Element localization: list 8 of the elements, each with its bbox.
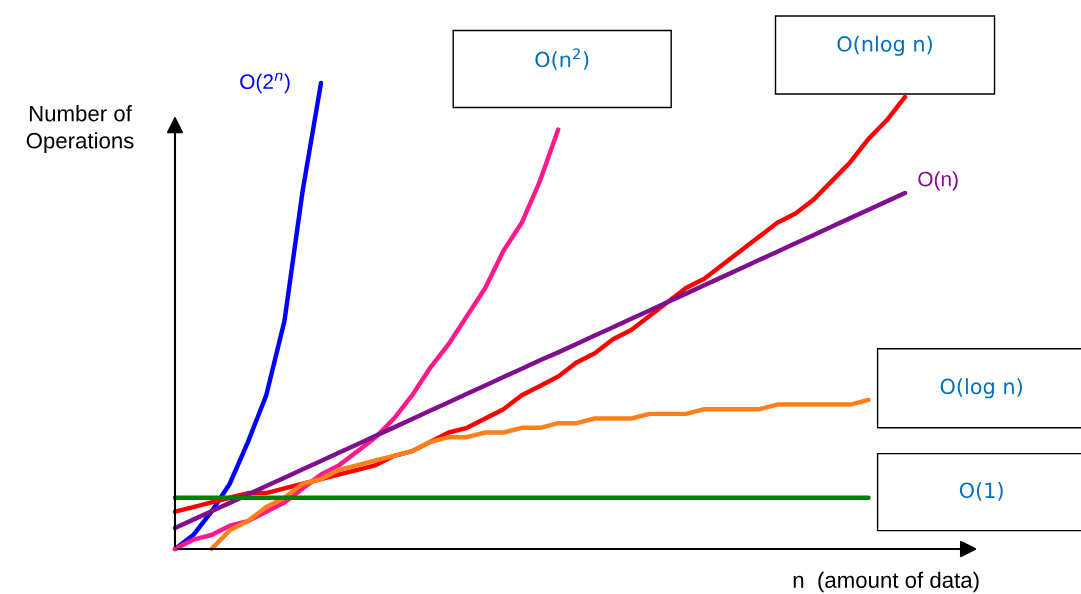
series-label: O(2$^{n}$) (240, 72, 290, 94)
text: O(n$^{2}$) (535, 48, 589, 70)
x-axis-title: n (amount of data) (793, 571, 979, 593)
series-label: O(n) (918, 171, 958, 191)
y-axis-title: Number of Operations (26, 105, 134, 153)
text: O(1) (959, 482, 1003, 501)
text: O(nlog n) (837, 35, 932, 56)
text: O(log n) (940, 378, 1022, 399)
